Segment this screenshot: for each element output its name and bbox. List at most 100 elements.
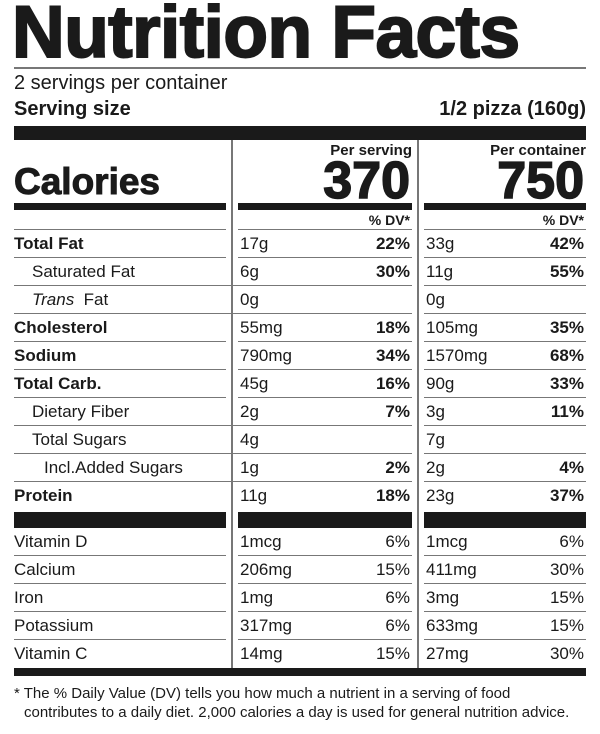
container-cell: 3g 11% [424,398,586,426]
serving-dv: 30% [375,262,410,281]
vitamins-bar-1 [14,512,226,528]
nutrient-name-text: Dietary Fiber [32,402,130,421]
nutrient-name: Vitamin C [14,640,226,667]
serving-amount: 55mg [240,318,283,337]
serving-amount: 1mg [240,588,274,607]
vitamins-bar-2 [238,512,412,528]
calories-bar-2 [238,203,412,210]
serving-dv: 6% [385,616,410,635]
container-cell: 633mg 15% [424,612,586,640]
serving-cell: 206mg 15% [238,556,412,584]
container-cell: 2g 4% [424,454,586,482]
nutrient-name: Cholesterol [14,314,226,342]
serving-dv: 15% [375,644,410,663]
calories-label: Calories [13,161,161,202]
serving-amount: 4g [240,430,259,449]
serving-cell: 2g 7% [238,398,412,426]
nutrients-row: Protein 11g 18% 23g 37% [0,482,600,510]
nutrient-name-italic: Trans [32,290,75,309]
nutrients-row: Sodium 790mg 34% 1570mg 68% [0,342,600,370]
serving-cell: 1mg 6% [238,584,412,612]
nutrient-name: Protein [14,482,226,509]
container-amount: 411mg [426,560,477,579]
nutrient-name: Trans Fat [14,286,244,314]
footnote-line-2: contributes to a daily diet. 2,000 calor… [24,704,570,721]
container-cell: 7g [424,426,586,454]
serving-amount: 206mg [240,560,292,579]
dv-header-serving: % DV* [368,212,410,228]
container-amount: 2g [426,458,445,477]
nutrient-name: Total Fat [14,230,226,258]
nutrients-row: Trans Fat 0g 0g [0,286,600,314]
container-amount: 27mg [426,644,469,663]
serving-cell: 45g 16% [238,370,412,398]
container-amount: 0g [426,290,445,309]
serving-amount: 11g [240,486,268,505]
serving-amount: 790mg [240,346,292,365]
nutrient-name: Calcium [14,556,226,584]
nutrients-row: Dietary Fiber 2g 7% 3g 11% [0,398,600,426]
container-amount: 633mg [426,616,478,635]
container-dv: 15% [549,588,584,607]
container-cell: 1570mg 68% [424,342,586,370]
nutrient-name: Incl.Added Sugars [14,454,256,482]
vitamins-bar-3 [424,512,586,528]
container-amount: 3g [426,402,445,421]
nutrient-name-text: Cholesterol [14,318,108,337]
container-dv: 68% [549,346,584,365]
nutrient-name: Potassium [14,612,226,640]
column-divider-1 [231,140,233,668]
serving-amount: 2g [240,402,259,421]
nutrient-name-text: Incl.Added Sugars [44,458,183,477]
serving-cell: 17g 22% [238,230,412,258]
nutrient-name-text: Saturated Fat [32,262,136,281]
serving-amount: 0g [240,290,259,309]
container-cell: 90g 33% [424,370,586,398]
serving-cell: 55mg 18% [238,314,412,342]
dv-header-row: % DV* % DV* [0,202,600,230]
serving-cell: 6g 30% [238,258,412,286]
serving-size-value: 1/2 pizza (160g) [439,98,586,120]
serving-dv: 15% [375,560,410,579]
per-container-label: Per container [490,142,586,159]
serving-amount: 1mcg [240,532,282,551]
nutrient-name: Saturated Fat [14,258,244,286]
title-divider [14,67,586,69]
container-amount: 90g [426,374,455,393]
serving-amount: 6g [240,262,259,281]
nutrient-name-text: Iron [14,588,44,607]
container-dv: 6% [559,532,584,551]
footnote-line-1: * The % Daily Value (DV) tells you how m… [14,685,511,702]
container-cell: 23g 37% [424,482,586,509]
container-dv: 42% [549,234,584,253]
vitamins-row: Vitamin C 14mg 15% 27mg 30% [0,640,600,668]
serving-cell: 1mcg 6% [238,528,412,556]
container-amount: 3mg [426,588,460,607]
nutrients-row: Total Fat 17g 22% 33g 42% [0,230,600,258]
calories-bar-1 [14,203,226,210]
per-serving-label: Per serving [330,142,412,159]
nutrient-name-text: Sodium [14,346,77,365]
nutrients-row: Cholesterol 55mg 18% 105mg 35% [0,314,600,342]
serving-cell: 0g [238,286,412,314]
serving-amount: 17g [240,234,269,253]
nutrient-name: Sodium [14,342,226,370]
column-divider-2 [417,140,419,668]
dv-header-container: % DV* [542,212,584,228]
container-cell: 105mg 35% [424,314,586,342]
vitamins-row: Potassium 317mg 6% 633mg 15% [0,612,600,640]
container-amount: 1mcg [426,532,468,551]
nutrient-name: Total Sugars [14,426,244,454]
vitamins-row: Vitamin D 1mcg 6% 1mcg 6% [0,528,600,556]
container-amount: 33g [426,234,455,253]
serving-dv: 16% [375,374,410,393]
nutrient-name-text: Calcium [14,560,76,579]
serving-dv: 34% [375,346,410,365]
serving-dv: 6% [385,532,410,551]
label-title: Nutrition Facts [11,0,521,73]
serving-dv: 22% [375,234,410,253]
nutrient-name-text: Protein [14,486,73,505]
container-amount: 7g [426,430,445,449]
container-dv: 37% [549,486,584,505]
footnote: * The % Daily Value (DV) tells you how m… [14,684,594,722]
